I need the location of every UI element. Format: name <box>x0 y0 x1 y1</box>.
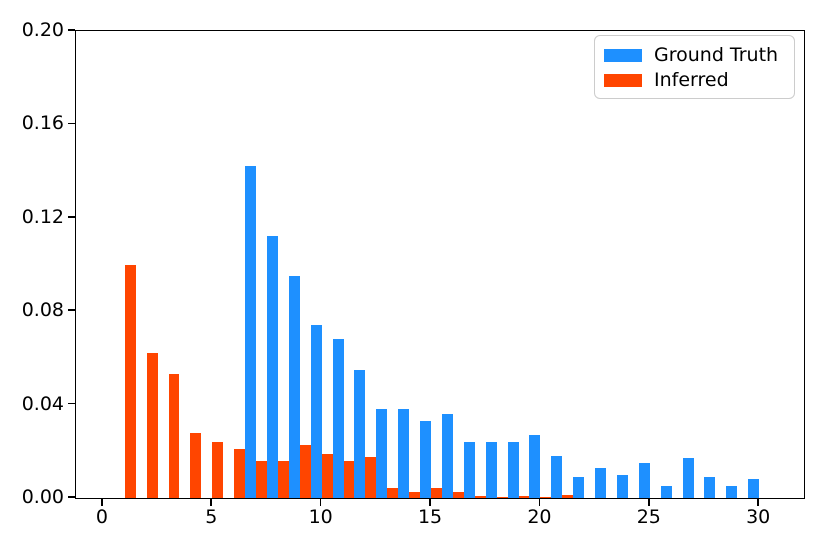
x-tick-mark <box>538 499 541 506</box>
y-tick-label: 0.16 <box>21 112 64 135</box>
bar-ground-truth <box>310 325 322 498</box>
bar-inferred <box>496 496 508 498</box>
bar-inferred <box>299 445 311 498</box>
legend-entry-inferred: Inferred <box>604 68 794 93</box>
bar-ground-truth <box>638 462 650 498</box>
y-tick-label: 0.00 <box>21 486 64 508</box>
x-tick-mark <box>647 499 650 506</box>
x-tick-label: 20 <box>527 506 552 528</box>
legend: Ground Truth Inferred <box>594 35 795 99</box>
bar-ground-truth <box>573 477 585 498</box>
bar-inferred <box>321 453 333 498</box>
bar-inferred <box>365 457 377 498</box>
bar-ground-truth <box>507 441 519 498</box>
bar-inferred <box>540 496 552 498</box>
bar-ground-truth <box>485 441 497 498</box>
bar-inferred <box>387 487 399 498</box>
bar-ground-truth <box>551 455 563 498</box>
bar-inferred <box>409 492 421 498</box>
y-tick-label: 0.20 <box>21 19 64 41</box>
bar-ground-truth <box>595 467 607 498</box>
x-tick-label: 25 <box>636 506 661 528</box>
x-tick-mark <box>210 499 213 506</box>
x-tick-mark <box>757 499 759 506</box>
bar-inferred <box>256 460 267 498</box>
x-tick-label: 5 <box>205 506 218 528</box>
bar-ground-truth <box>354 369 366 498</box>
bar-ground-truth <box>529 434 541 498</box>
bar-ground-truth <box>420 420 432 498</box>
bar-ground-truth <box>266 236 278 498</box>
y-tick-label: 0.08 <box>21 299 64 322</box>
bar-inferred <box>343 460 355 498</box>
x-tick-mark <box>429 499 431 506</box>
bar-inferred <box>452 492 464 498</box>
x-tick-label: 10 <box>308 506 333 528</box>
bar-ground-truth <box>748 479 760 498</box>
bar-inferred <box>234 448 246 498</box>
bar-inferred <box>431 487 442 498</box>
bar-inferred <box>277 460 289 498</box>
ground-truth-color-swatch <box>604 49 642 62</box>
y-tick-mark <box>68 29 75 31</box>
bar-inferred <box>168 374 180 498</box>
bar-ground-truth <box>288 276 300 498</box>
bar-ground-truth <box>682 458 694 498</box>
y-tick-mark <box>68 216 75 218</box>
x-tick-mark <box>101 499 103 506</box>
bar-inferred <box>518 495 530 498</box>
plot-area <box>75 30 805 499</box>
bar-inferred <box>146 353 158 498</box>
bar-inferred <box>212 441 224 498</box>
bar-ground-truth <box>704 477 716 498</box>
x-tick-label: 30 <box>746 506 771 528</box>
bar-ground-truth <box>245 166 257 498</box>
legend-label-inferred: Inferred <box>654 69 729 91</box>
y-tick-mark <box>68 122 75 125</box>
x-tick-mark <box>319 499 322 506</box>
bar-ground-truth <box>726 486 738 498</box>
bar-ground-truth <box>441 413 453 498</box>
bar-ground-truth <box>376 409 388 498</box>
legend-entry-ground-truth: Ground Truth <box>604 43 794 68</box>
y-tick-label: 0.04 <box>21 392 64 415</box>
x-tick-label: 15 <box>417 506 443 528</box>
y-tick-mark <box>68 496 75 498</box>
bar-ground-truth <box>398 409 410 498</box>
bar-ground-truth <box>463 441 475 498</box>
inferred-color-swatch <box>604 74 642 87</box>
y-tick-mark <box>68 309 75 311</box>
bar-inferred <box>124 264 136 498</box>
x-tick-label: 0 <box>95 506 108 528</box>
bar-inferred <box>190 432 202 498</box>
bar-inferred <box>562 494 574 498</box>
bar-ground-truth <box>616 474 628 498</box>
y-tick-mark <box>68 402 75 405</box>
legend-label-ground-truth: Ground Truth <box>654 44 779 66</box>
bar-inferred <box>474 495 486 498</box>
y-tick-label: 0.12 <box>21 205 64 228</box>
bar-ground-truth <box>660 486 672 498</box>
bar-ground-truth <box>332 339 344 498</box>
